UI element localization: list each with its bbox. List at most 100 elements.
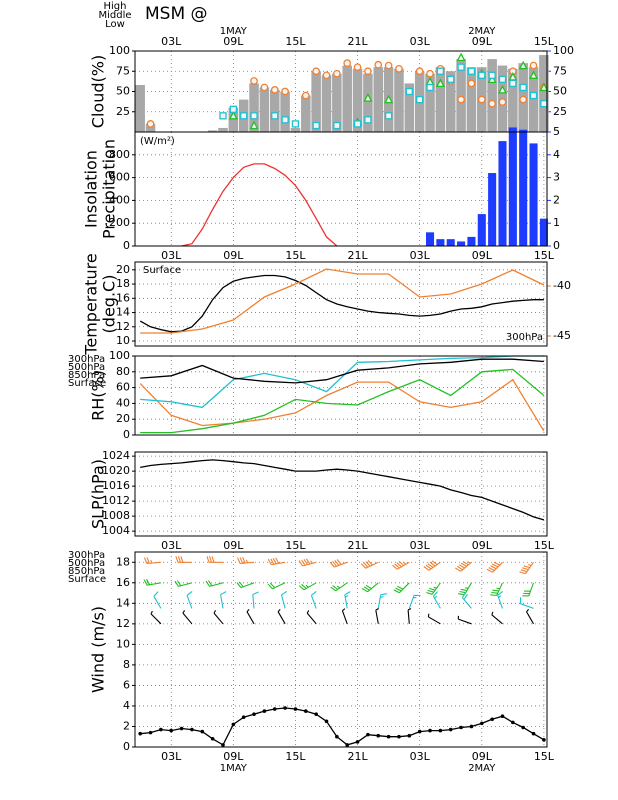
wind-barb (220, 591, 227, 609)
y-tick-label: 20 (116, 263, 130, 276)
x-tick-label: 15L (534, 539, 555, 552)
y-tick-label: 10 (116, 637, 130, 650)
x-tick-label: 03L (161, 249, 182, 262)
bar (508, 68, 518, 132)
point (159, 727, 163, 732)
bar (498, 141, 507, 246)
x-tick-label: 09L (472, 35, 493, 48)
marker-triangle (497, 85, 508, 94)
wind-barb (423, 560, 441, 571)
y-tick-label: 12 (116, 320, 130, 333)
marker-square (519, 83, 527, 92)
marker-circle (146, 120, 155, 128)
y-tick-label: 12 (116, 617, 130, 630)
x-tick-label: 21L (347, 249, 368, 262)
bar (363, 73, 373, 132)
y-axis-title: Wind (m/s) (89, 606, 108, 693)
bar (457, 241, 466, 246)
y-tick-label: 1004 (102, 524, 130, 537)
y-tick-label: 1016 (102, 479, 130, 492)
point (179, 726, 184, 731)
legend-label: 500hPa (68, 558, 105, 569)
marker-circle (301, 91, 310, 100)
wind-barb (491, 611, 503, 625)
bar (342, 65, 352, 132)
wind-barb (490, 582, 503, 597)
marker-square (478, 71, 486, 79)
wind-barb (426, 582, 441, 595)
point (417, 729, 422, 734)
unit-label: (W/m²) (140, 136, 175, 147)
bar (394, 68, 404, 132)
y2-tick-label: -40 (553, 279, 571, 292)
marker-triangle (228, 110, 238, 120)
marker-circle (426, 69, 434, 78)
bar (301, 95, 311, 132)
point (469, 724, 474, 729)
y2-tick-label: 0 (553, 239, 560, 252)
bar (373, 67, 384, 132)
marker-square (250, 112, 258, 120)
marker-square (219, 112, 227, 120)
point (448, 727, 453, 732)
series-line (140, 459, 545, 521)
wind-barb (206, 556, 223, 563)
marker-circle (260, 83, 269, 92)
wind-barb (186, 590, 193, 609)
marker-square (467, 67, 476, 75)
y-tick-label: 20 (116, 412, 130, 425)
point (376, 733, 381, 738)
marker-triangle (518, 60, 528, 70)
y-tick-label: 800 (109, 148, 130, 161)
wind-barb (344, 591, 351, 609)
wind-barb (246, 609, 255, 625)
wind-barb (175, 556, 192, 563)
marker-square (447, 75, 455, 83)
marker-circle (395, 64, 403, 73)
marker-triangle (539, 82, 549, 92)
series-line (140, 268, 545, 334)
bar (290, 127, 301, 132)
wind-barb (236, 581, 255, 589)
wind-barb (330, 582, 348, 592)
marker-square (405, 87, 413, 96)
marker-square (436, 67, 445, 75)
wind-barb (458, 582, 472, 596)
legend-label: Middle (98, 10, 131, 21)
y-tick-label: 0 (123, 428, 130, 441)
y-tick-label: 1024 (102, 449, 130, 462)
wind-barb (267, 557, 286, 566)
marker-triangle (528, 70, 539, 79)
series-line (140, 355, 544, 409)
x-tick-label: 21L (347, 539, 368, 552)
point (169, 728, 174, 733)
chart-title: MSM @ (145, 4, 208, 24)
x-tick-label: 03L (161, 750, 182, 763)
x-tick-label: 15L (285, 35, 306, 48)
point (190, 727, 194, 732)
marker-square (364, 116, 372, 124)
y-tick-label: 100 (109, 349, 130, 362)
marker-triangle (249, 120, 259, 130)
wind-barb (427, 613, 441, 625)
marker-circle (281, 87, 289, 96)
y2-tick-label: 5 (553, 125, 560, 138)
marker-circle (333, 69, 341, 78)
legend-label: Surface (68, 378, 106, 389)
y2-tick-label: 75 (553, 64, 567, 77)
bar (435, 67, 446, 132)
y-tick-label: 75 (116, 64, 130, 77)
point (542, 738, 546, 742)
marker-triangle (456, 52, 466, 62)
bar (352, 68, 363, 132)
y2-tick-label: 4 (553, 148, 560, 161)
bar (477, 214, 486, 246)
marker-square (291, 120, 300, 128)
y-tick-label: 10 (116, 334, 130, 347)
y-tick-label: 600 (109, 171, 130, 184)
wind-barb (486, 561, 503, 573)
point (428, 728, 432, 733)
x-tick-label: 03L (410, 539, 431, 552)
wind-barb (298, 558, 317, 567)
